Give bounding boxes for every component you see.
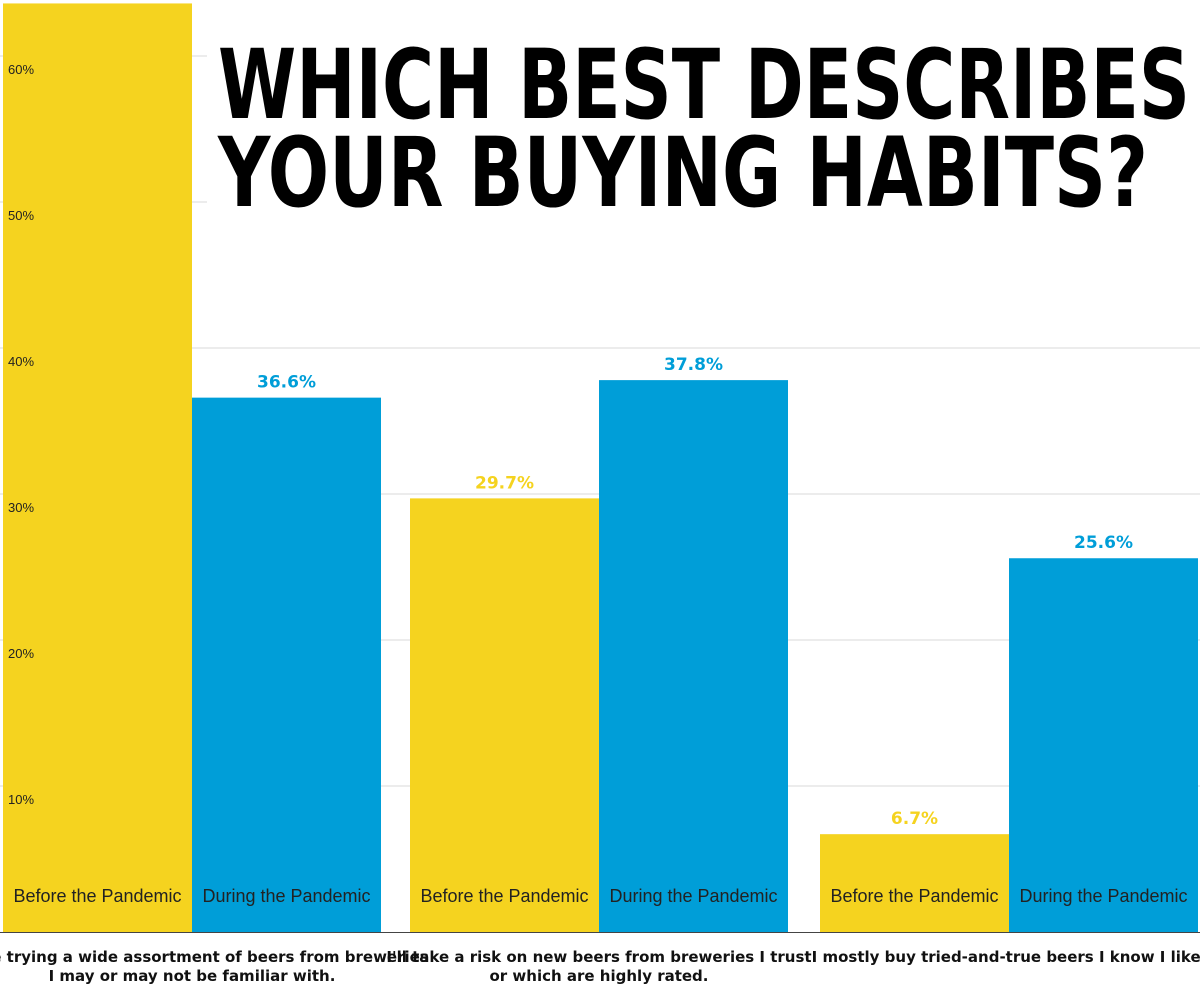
bar-caption-during-3: During the Pandemic [1019, 886, 1187, 906]
y-tick-label-40: 40% [8, 354, 34, 369]
category-label-2-line-1: I'll take a risk on new beers from brewe… [386, 948, 811, 966]
chart-title-line-1: WHICH BEST DESCRIBES [218, 29, 1190, 141]
bar-caption-before-1: Before the Pandemic [13, 886, 181, 906]
value-label-before-2: 29.7% [475, 473, 534, 493]
value-label-before-3: 6.7% [891, 809, 938, 829]
bar-during-1 [192, 397, 381, 932]
bar-caption-before-2: Before the Pandemic [420, 886, 588, 906]
bar-before-3 [820, 834, 1009, 932]
value-label-during-2: 37.8% [664, 355, 723, 375]
category-label-3-line-1: I mostly buy tried-and-true beers I know… [812, 948, 1200, 966]
y-tick-label-60: 60% [8, 62, 34, 77]
bar-during-2 [599, 380, 788, 932]
y-tick-label-10: 10% [8, 792, 34, 807]
bar-caption-during-2: During the Pandemic [609, 886, 777, 906]
title-backdrop [207, 26, 1200, 214]
category-label-1-line-1: I love trying a wide assortment of beers… [0, 948, 429, 966]
bars [3, 3, 1198, 932]
chart-title-line-2: YOUR BUYING HABITS? [217, 117, 1148, 229]
bar-caption-before-3: Before the Pandemic [830, 886, 998, 906]
value-label-during-3: 25.6% [1074, 533, 1133, 553]
bar-before-2 [410, 498, 599, 932]
y-tick-label-20: 20% [8, 646, 34, 661]
y-tick-label-30: 30% [8, 500, 34, 515]
bar-before-1 [3, 3, 192, 932]
y-tick-label-50: 50% [8, 208, 34, 223]
bar-during-3 [1009, 558, 1198, 932]
category-label-1-line-2: I may or may not be familiar with. [49, 967, 336, 985]
bar-caption-during-1: During the Pandemic [202, 886, 370, 906]
category-label-2-line-2: or which are highly rated. [490, 967, 709, 985]
value-label-during-1: 36.6% [257, 373, 316, 393]
